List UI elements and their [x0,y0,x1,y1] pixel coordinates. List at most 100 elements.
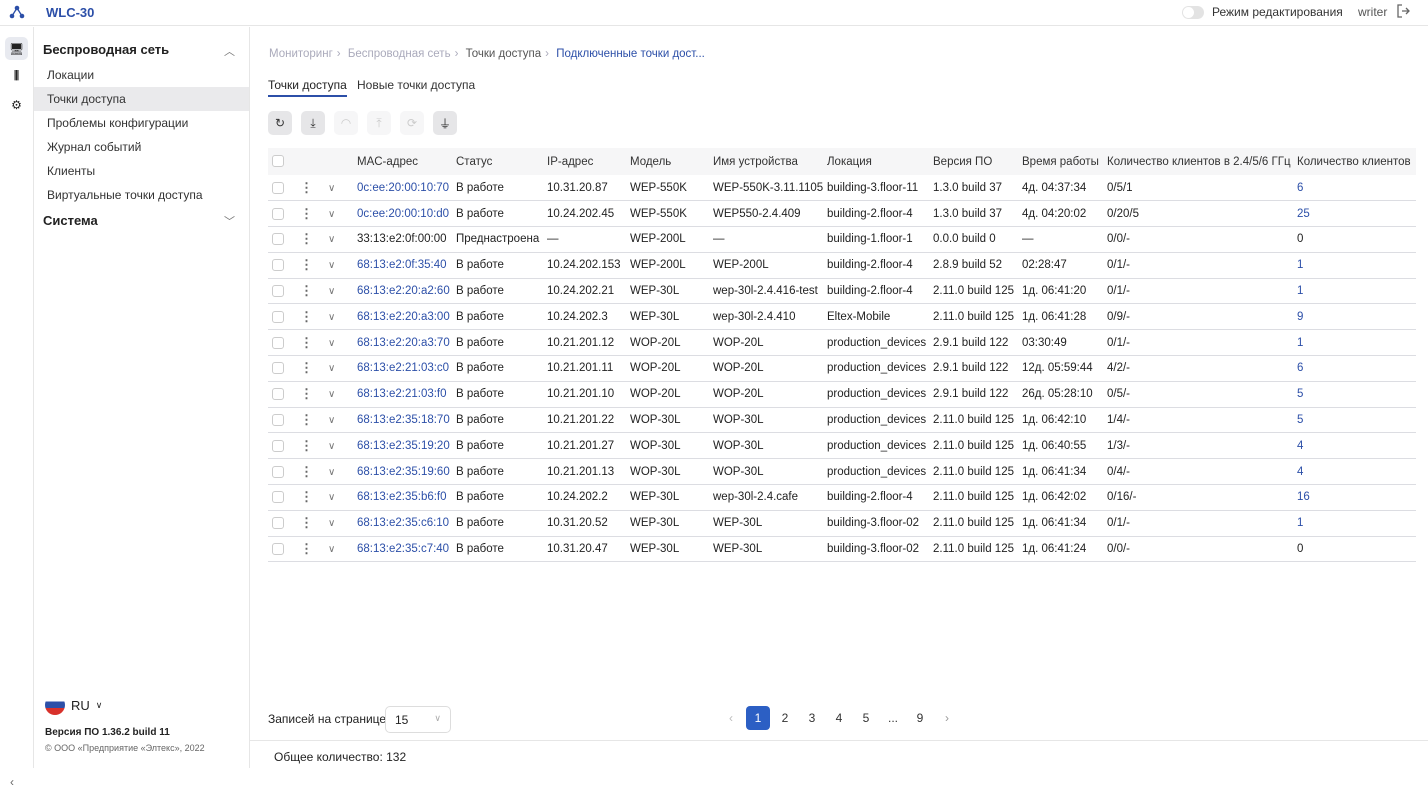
sidebar-item-event-log[interactable]: Журнал событий [47,140,142,154]
table-row[interactable]: ⋮ ∨ 68:13:e2:35:19:60 В работе 10.21.201.13 W… [268,458,1416,486]
expand-chevron-icon[interactable]: ∨ [328,182,336,194]
column-header[interactable]: Статус [456,148,547,175]
cell[interactable]: 0c:ee:20:00:10:d0 [357,207,450,220]
row-checkbox[interactable] [272,362,284,375]
table-row[interactable]: ⋮ ∨ 68:13:e2:35:c6:10 В работе 10.31.20.52 WE… [268,510,1416,537]
more-icon[interactable]: ⋮ [300,334,313,350]
tab-access-points[interactable]: Точки доступа [268,78,347,97]
cell[interactable]: 68:13:e2:20:a3:70 [357,336,450,349]
table-row[interactable]: ⋮ ∨ 68:13:e2:35:19:20 В работе 10.21.201.27 W… [268,432,1416,460]
cell[interactable]: 68:13:e2:35:c6:10 [357,517,450,530]
row-checkbox[interactable] [272,465,284,478]
table-row[interactable]: ⋮ ∨ 68:13:e2:20:a2:60 В работе 10.24.202.21 W… [268,278,1416,305]
select-all-checkbox[interactable] [272,155,284,168]
sidebar-item-virtual-aps[interactable]: Виртуальные точки доступа [47,188,203,202]
table-row[interactable]: ⋮ ∨ 68:13:e2:20:a3:00 В работе 10.24.202.3 WE… [268,303,1416,331]
column-header[interactable]: MAC-адрес [357,148,456,175]
cell[interactable]: 68:13:e2:35:b6:f0 [357,491,447,504]
expand-chevron-icon[interactable]: ∨ [328,389,336,401]
column-header[interactable]: Версия ПО [933,148,1022,175]
column-header[interactable]: IP-адрес [547,148,630,175]
expand-chevron-icon[interactable]: ∨ [328,415,336,427]
row-checkbox[interactable] [272,181,284,194]
row-checkbox[interactable] [272,388,284,401]
expand-chevron-icon[interactable]: ∨ [328,311,336,323]
breadcrumb-item[interactable]: Беспроводная сеть [347,48,451,60]
column-header[interactable]: Имя устройства [713,148,827,175]
page-button[interactable]: 2 [781,711,789,725]
settings-sliders-icon[interactable]: ⫼ [13,70,20,82]
cell[interactable]: 1 [1297,285,1304,298]
expand-chevron-icon[interactable]: ∨ [328,260,336,272]
row-checkbox[interactable] [272,285,284,298]
chevron-up-icon[interactable]: ︿ [224,46,235,58]
table-row[interactable]: ⋮ ∨ 68:13:e2:0f:35:40 В работе 10.24.202.153… [268,252,1416,279]
download-button[interactable]: ⤓ [301,111,325,135]
row-checkbox[interactable] [272,336,284,349]
cell[interactable]: 6 [1297,181,1304,194]
breadcrumb-item[interactable]: Мониторинг [269,48,333,60]
wifi-button[interactable]: ◠ [334,111,358,135]
per-page-select[interactable]: 15 ∨ [385,706,451,733]
cell[interactable]: 1 [1297,259,1304,272]
row-checkbox[interactable] [272,491,284,504]
expand-chevron-icon[interactable]: ∨ [328,363,336,375]
row-checkbox[interactable] [272,207,284,220]
more-icon[interactable]: ⋮ [300,437,313,453]
collapse-sidebar-icon[interactable]: ‹ [10,775,14,789]
cell[interactable]: 68:13:e2:35:c7:40 [357,543,450,556]
cell[interactable]: 68:13:e2:35:19:60 [357,465,450,478]
more-icon[interactable]: ⋮ [300,179,313,195]
more-icon[interactable]: ⋮ [300,463,313,479]
cell[interactable]: 68:13:e2:21:03:c0 [357,362,450,375]
upload-button[interactable]: ⤒ [367,111,391,135]
more-icon[interactable]: ⋮ [300,283,313,299]
next-page-icon[interactable]: › [945,711,949,725]
filter-button[interactable]: ⏚ [433,111,457,135]
cell[interactable]: 68:13:e2:0f:35:40 [357,259,447,272]
page-button[interactable]: 9 [916,711,924,725]
refresh-button[interactable]: ↻ [268,111,292,135]
row-checkbox[interactable] [272,414,284,427]
edit-mode-toggle[interactable] [1182,6,1204,19]
row-checkbox[interactable] [272,259,284,272]
more-icon[interactable]: ⋮ [300,541,313,557]
prev-page-icon[interactable]: ‹ [729,711,733,725]
cell[interactable]: 68:13:e2:20:a2:60 [357,285,450,298]
more-icon[interactable]: ⋮ [300,489,313,505]
expand-chevron-icon[interactable]: ∨ [328,544,336,556]
column-header[interactable]: Время работы [1022,148,1107,175]
expand-chevron-icon[interactable]: ∨ [328,518,336,530]
column-header[interactable]: Количество клиентов [1297,148,1416,175]
username[interactable]: writer [1358,5,1388,19]
chevron-down-icon[interactable]: ﹀ [224,216,235,228]
cell[interactable]: 68:13:e2:35:19:20 [357,439,450,452]
more-icon[interactable]: ⋮ [300,205,313,221]
language-selector[interactable]: RU ∨ [45,695,102,715]
logout-icon[interactable] [1395,3,1411,19]
table-row[interactable]: ⋮ ∨ 68:13:e2:35:b6:f0 В работе 10.24.202.2 WE… [268,484,1416,511]
table-row[interactable]: ⋮ ∨ 68:13:e2:35:c7:40 В работе 10.31.20.47 WE… [268,536,1416,563]
cell[interactable]: 5 [1297,414,1304,427]
sidebar-item-config-problems[interactable]: Проблемы конфигурации [47,116,189,130]
page-button[interactable]: ... [887,711,898,725]
cell[interactable]: 6 [1297,362,1304,375]
expand-chevron-icon[interactable]: ∨ [328,466,336,478]
expand-chevron-icon[interactable]: ∨ [328,286,336,298]
column-header[interactable]: Локация [827,148,933,175]
table-row[interactable]: ⋮ ∨ 68:13:e2:21:03:f0 В работе 10.21.201.10 W… [268,381,1416,408]
expand-chevron-icon[interactable]: ∨ [328,337,336,349]
sync-button[interactable]: ⟳ [400,111,424,135]
sidebar-item-access-points[interactable]: Точки доступа [34,87,249,111]
more-icon[interactable]: ⋮ [300,360,313,376]
column-header[interactable]: Модель [630,148,713,175]
row-checkbox[interactable] [272,310,284,323]
sidebar-item-clients[interactable]: Клиенты [47,164,96,178]
cell[interactable]: 5 [1297,388,1304,401]
table-row[interactable]: ⋮ ∨ 68:13:e2:21:03:c0 В работе 10.21.201.11 W… [268,355,1416,382]
page-button[interactable]: 5 [862,711,870,725]
gear-icon[interactable]: ⚙ [11,97,22,112]
cell[interactable]: 1 [1297,336,1304,349]
row-checkbox[interactable] [272,543,284,556]
sidebar-section-system[interactable]: Система [43,213,98,228]
